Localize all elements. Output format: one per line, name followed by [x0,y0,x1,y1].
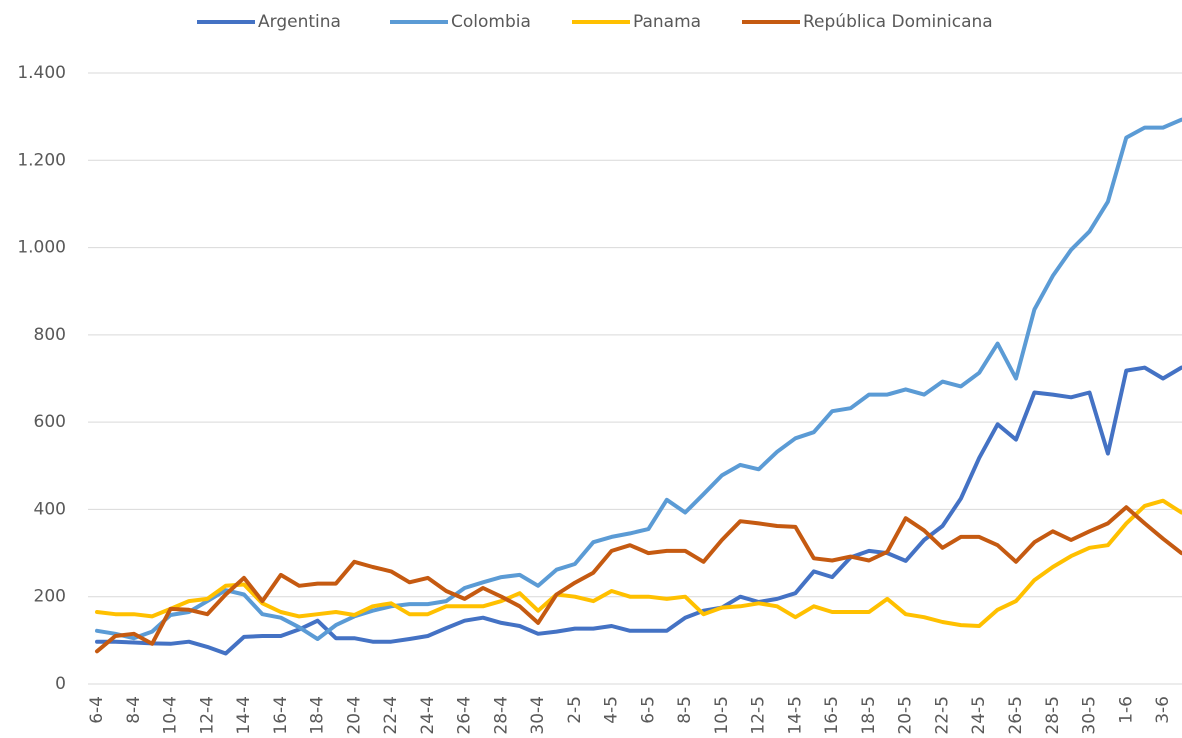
legend-label: Colombia [451,12,531,32]
x-tick-label: 8-4 [124,696,144,724]
x-tick-label: 30-4 [528,696,548,735]
x-tick-label: 16-4 [271,696,291,735]
y-tick-label: 800 [34,325,66,345]
x-tick-label: 20-4 [344,696,364,735]
x-tick-label: 10-4 [161,696,181,735]
data-line [95,117,1182,641]
x-tick-label: 8-5 [675,696,695,724]
x-tick-label: 2-5 [565,696,585,724]
legend-label: Panama [633,12,701,32]
y-tick-label: 1.000 [17,238,66,258]
x-tick-label: 30-5 [1080,696,1100,735]
legend-label: República Dominicana [803,12,993,32]
x-tick-label: 22-4 [381,696,401,735]
x-tick-label: 12-5 [749,696,769,735]
x-tick-label: 3-6 [1153,696,1173,724]
x-tick-label: 26-5 [1006,696,1026,735]
x-tick-label: 28-5 [1043,696,1063,735]
x-tick-label: 24-5 [969,696,989,735]
x-tick-label: 1-6 [1116,696,1136,724]
x-tick-label: 16-5 [822,696,842,735]
legend-label: Argentina [258,12,341,32]
y-tick-label: 200 [34,587,66,607]
y-tick-label: 600 [34,412,66,432]
x-tick-label: 22-5 [932,696,952,735]
x-tick-label: 24-4 [418,696,438,735]
x-tick-label: 28-4 [491,696,511,735]
x-tick-label: 10-5 [712,696,732,735]
x-tick-label: 6-4 [87,696,107,724]
x-tick-label: 26-4 [455,696,475,735]
x-tick-label: 14-5 [785,696,805,735]
y-tick-label: 400 [34,499,66,519]
data-line [95,505,1182,654]
y-tick-label: 1.200 [17,150,66,170]
x-tick-label: 18-4 [308,696,328,735]
y-tick-label: 1.400 [17,63,66,83]
y-tick-label: 0 [55,674,66,694]
x-tick-label: 12-4 [197,696,217,735]
data-line [95,498,1182,628]
x-tick-label: 14-4 [234,696,254,735]
x-tick-label: 6-5 [638,696,658,724]
x-tick-label: 20-5 [896,696,916,735]
x-tick-label: 4-5 [602,696,622,724]
x-tick-label: 18-5 [859,696,879,735]
data-line [95,365,1182,656]
